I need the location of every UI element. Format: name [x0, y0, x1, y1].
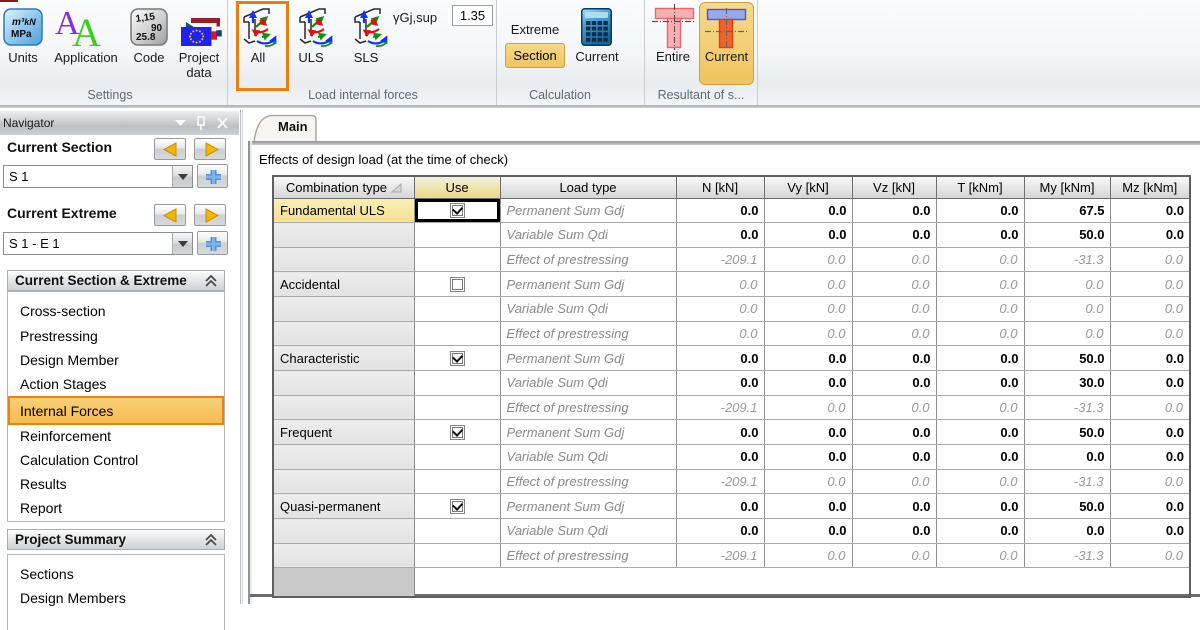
svg-text:25.8: 25.8	[136, 32, 156, 43]
svg-text:MPa: MPa	[11, 29, 32, 40]
svg-text:A: A	[55, 6, 80, 42]
svg-text:1,15: 1,15	[135, 11, 156, 25]
svg-text:m³kN: m³kN	[12, 17, 36, 28]
svg-text:A: A	[72, 10, 101, 48]
svg-text:90: 90	[151, 23, 163, 34]
